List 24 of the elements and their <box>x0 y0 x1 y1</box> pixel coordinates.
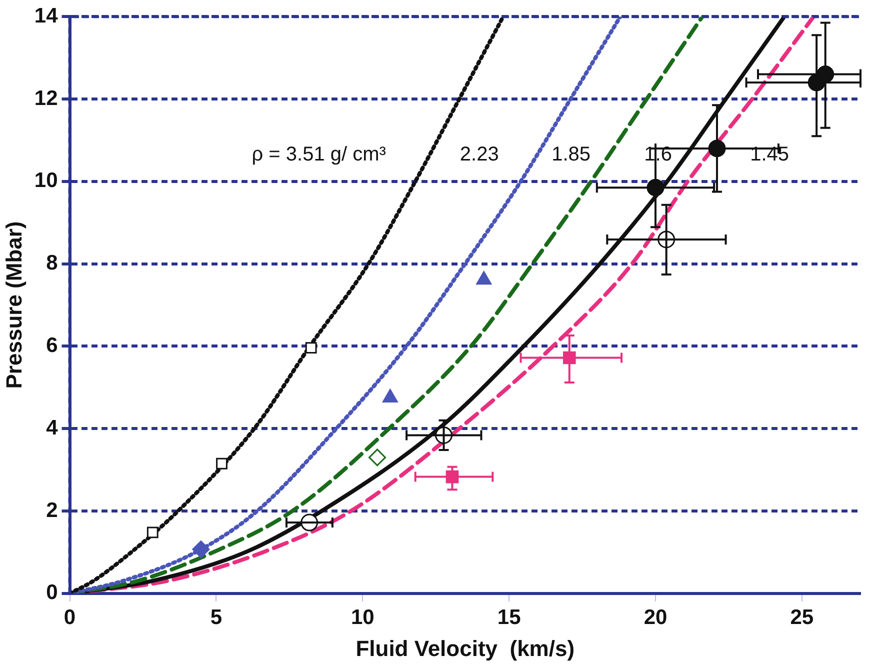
point <box>146 526 158 538</box>
y-tick-label: 0 <box>46 581 58 604</box>
x-tick-label: 20 <box>644 606 668 629</box>
annotation: ρ = 3.51 g/ cm³ <box>252 144 386 166</box>
annotation: 2.23 <box>460 144 499 166</box>
x-axis-title: Fluid Velocity (km/s) <box>356 636 575 661</box>
annotation: 1.85 <box>552 144 591 166</box>
y-tick-label: 6 <box>46 334 58 357</box>
x-tick-label: 15 <box>497 606 522 629</box>
y-tick-label: 2 <box>46 498 58 522</box>
point <box>216 458 228 470</box>
x-tick-label: 10 <box>350 606 374 629</box>
y-tick-label: 8 <box>46 252 58 275</box>
y-axis-title: Pressure (Mbar) <box>1 221 26 389</box>
x-tick-label: 25 <box>790 606 814 629</box>
y-tick-label: 14 <box>34 4 58 28</box>
y-tick-label: 4 <box>46 416 58 440</box>
point <box>192 540 210 558</box>
x-tick-label: 5 <box>210 606 222 629</box>
y-tick-label: 12 <box>34 86 58 110</box>
x-tick-label: 0 <box>64 606 76 629</box>
y-tick-label: 10 <box>34 169 58 192</box>
point <box>368 448 386 466</box>
point <box>305 342 317 354</box>
